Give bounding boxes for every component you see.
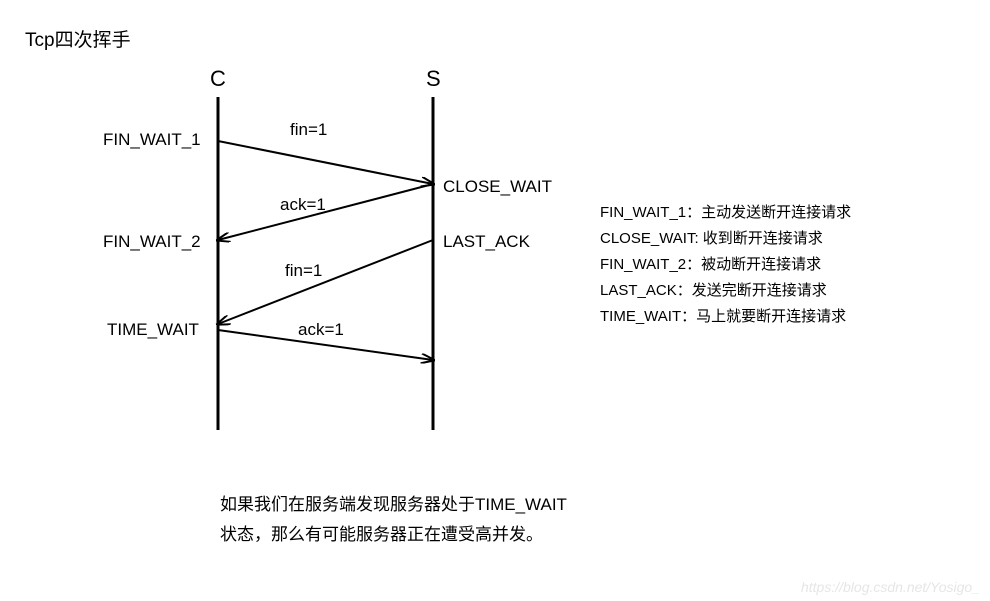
- msg-label-3: ack=1: [298, 320, 344, 340]
- footer-line: 如果我们在服务端发现服务器处于TIME_WAIT: [220, 490, 567, 520]
- state-server-0: CLOSE_WAIT: [443, 177, 552, 197]
- msg-label-0: fin=1: [290, 120, 327, 140]
- legend: FIN_WAIT_1：主动发送断开连接请求 CLOSE_WAIT: 收到断开连接…: [600, 200, 851, 330]
- legend-item: CLOSE_WAIT: 收到断开连接请求: [600, 226, 851, 252]
- watermark: https://blog.csdn.net/Yosigo_: [801, 579, 980, 595]
- state-server-1: LAST_ACK: [443, 232, 530, 252]
- legend-item: FIN_WAIT_1：主动发送断开连接请求: [600, 200, 851, 226]
- legend-item: FIN_WAIT_2：被动断开连接请求: [600, 252, 851, 278]
- legend-item: LAST_ACK：发送完断开连接请求: [600, 278, 851, 304]
- state-client-2: TIME_WAIT: [107, 320, 199, 340]
- state-client-1: FIN_WAIT_2: [103, 232, 201, 252]
- legend-item: TIME_WAIT：马上就要断开连接请求: [600, 304, 851, 330]
- msg-label-2: fin=1: [285, 261, 322, 281]
- footer-note: 如果我们在服务端发现服务器处于TIME_WAIT 状态，那么有可能服务器正在遭受…: [220, 490, 567, 550]
- footer-line: 状态，那么有可能服务器正在遭受高并发。: [220, 520, 567, 550]
- state-client-0: FIN_WAIT_1: [103, 130, 201, 150]
- msg-label-1: ack=1: [280, 195, 326, 215]
